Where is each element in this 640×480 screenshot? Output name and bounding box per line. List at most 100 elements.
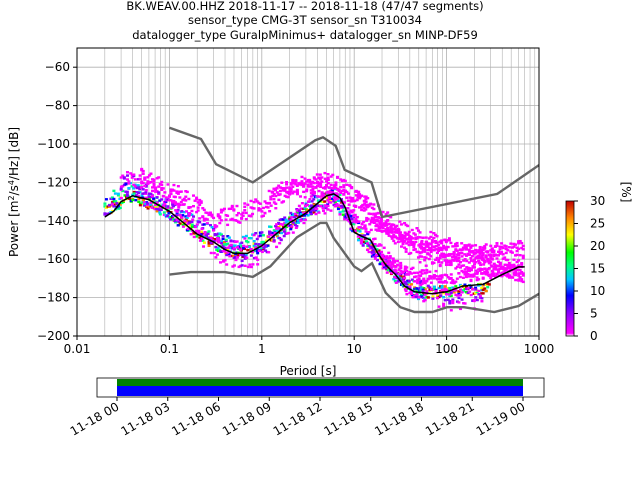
density-cell bbox=[481, 252, 485, 255]
density-cell bbox=[184, 215, 188, 218]
density-cell bbox=[358, 230, 362, 233]
density-cell bbox=[515, 265, 519, 268]
y-tick-label: −200 bbox=[37, 329, 70, 343]
density-cell bbox=[454, 289, 458, 292]
density-cell bbox=[427, 237, 431, 240]
density-cell bbox=[429, 235, 433, 239]
density-cell bbox=[392, 277, 396, 281]
density-cell bbox=[419, 285, 423, 288]
density-cell bbox=[207, 240, 211, 243]
density-cell bbox=[480, 248, 484, 252]
density-cell bbox=[517, 274, 521, 277]
density-cell bbox=[254, 246, 258, 249]
density-cell bbox=[241, 235, 245, 239]
density-cell bbox=[437, 286, 441, 290]
density-cell bbox=[251, 250, 255, 254]
density-cell bbox=[495, 264, 499, 268]
density-cell bbox=[251, 263, 255, 266]
density-cell bbox=[146, 207, 150, 210]
density-cell bbox=[413, 275, 417, 279]
density-cell bbox=[418, 255, 422, 258]
density-cell bbox=[521, 272, 525, 275]
density-cell bbox=[463, 258, 467, 261]
density-cell bbox=[462, 259, 466, 262]
density-cell bbox=[473, 258, 477, 261]
density-cell bbox=[379, 229, 383, 232]
density-cell bbox=[435, 248, 439, 251]
density-cell bbox=[354, 204, 358, 208]
density-cell bbox=[341, 213, 345, 216]
density-cell bbox=[332, 203, 336, 207]
density-cell bbox=[464, 254, 468, 257]
density-cell bbox=[475, 250, 479, 254]
density-cell bbox=[243, 209, 247, 212]
density-cell bbox=[205, 234, 209, 237]
density-cell bbox=[274, 224, 278, 228]
density-cell bbox=[197, 232, 201, 235]
density-cell bbox=[151, 194, 155, 198]
density-cell bbox=[477, 249, 481, 252]
density-cell bbox=[373, 257, 377, 260]
density-cell bbox=[219, 242, 223, 245]
density-cell bbox=[213, 224, 217, 227]
density-cell bbox=[379, 244, 383, 247]
density-cell bbox=[337, 205, 341, 208]
density-cell bbox=[328, 196, 332, 200]
density-cell bbox=[374, 228, 378, 231]
density-cell bbox=[357, 190, 361, 194]
x-tick-label: 1000 bbox=[524, 342, 555, 356]
density-cell bbox=[125, 171, 129, 174]
density-cell bbox=[349, 209, 353, 212]
density-cell bbox=[421, 296, 425, 299]
density-cell bbox=[270, 191, 274, 194]
density-cell bbox=[168, 216, 171, 219]
density-cell bbox=[372, 248, 376, 251]
density-cell bbox=[247, 245, 251, 249]
timeline-tick-label: 11-18 06 bbox=[169, 399, 223, 438]
density-cell bbox=[112, 189, 116, 193]
density-cell bbox=[463, 270, 467, 274]
timeline-data-bar bbox=[117, 386, 523, 396]
density-cell bbox=[385, 255, 389, 258]
density-cell bbox=[402, 234, 406, 237]
density-cell bbox=[308, 198, 312, 201]
density-cell bbox=[245, 245, 249, 248]
density-cell bbox=[507, 264, 511, 267]
density-cell bbox=[320, 194, 324, 197]
density-cell bbox=[448, 302, 452, 305]
density-cell bbox=[429, 277, 433, 280]
psd-density-cells bbox=[103, 167, 525, 312]
density-cell bbox=[506, 272, 510, 276]
density-cell bbox=[135, 186, 139, 190]
density-cell bbox=[347, 203, 351, 206]
density-cell bbox=[196, 209, 200, 212]
density-cell bbox=[157, 191, 161, 194]
density-cell bbox=[157, 176, 161, 179]
density-cell bbox=[138, 203, 142, 207]
density-cell bbox=[439, 280, 443, 284]
density-cell bbox=[512, 263, 516, 267]
density-cell bbox=[405, 242, 409, 245]
density-cell bbox=[160, 183, 164, 187]
density-cell bbox=[189, 233, 193, 236]
density-cell bbox=[264, 245, 268, 248]
density-cell bbox=[264, 249, 268, 252]
density-cell bbox=[520, 241, 524, 245]
density-cell bbox=[449, 241, 453, 245]
density-cell bbox=[333, 198, 337, 201]
density-cell bbox=[364, 240, 368, 243]
density-cell bbox=[244, 234, 248, 238]
density-cell bbox=[283, 223, 287, 226]
density-cell bbox=[476, 271, 480, 274]
density-cell bbox=[196, 201, 200, 204]
density-cell bbox=[195, 210, 199, 214]
density-cell bbox=[501, 273, 505, 277]
density-cell bbox=[258, 208, 262, 211]
density-cell bbox=[236, 254, 240, 257]
density-cell bbox=[221, 209, 225, 212]
density-cell bbox=[208, 237, 212, 240]
density-cell bbox=[434, 248, 438, 251]
density-cell bbox=[501, 271, 505, 275]
density-cell bbox=[471, 288, 475, 291]
density-cell bbox=[313, 195, 317, 199]
